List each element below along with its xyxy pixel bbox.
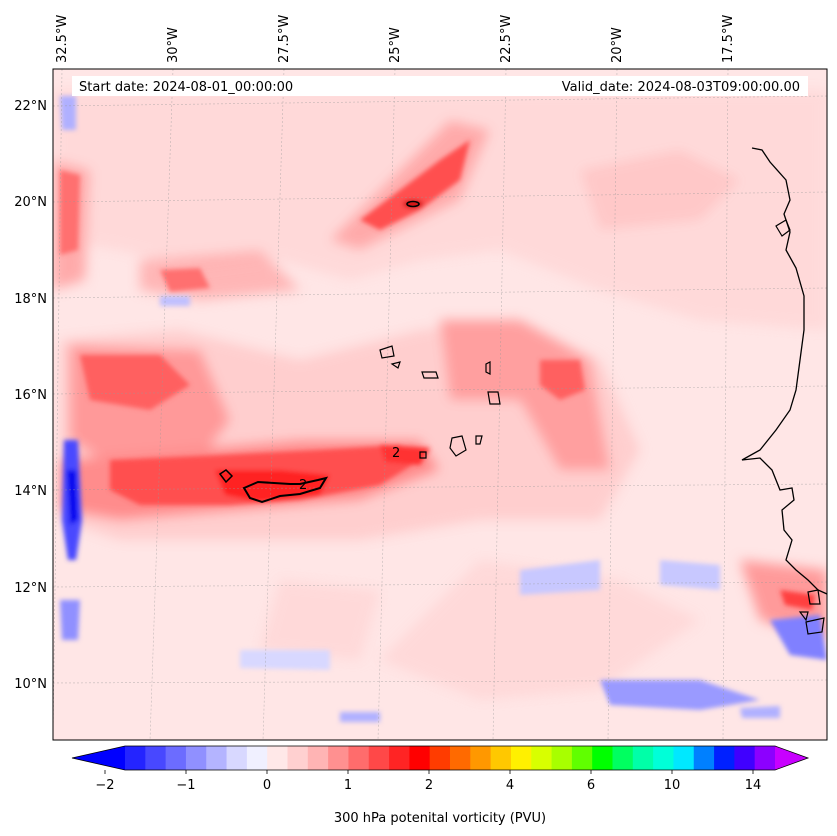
colorbar-cell xyxy=(612,746,634,770)
colorbar-tick-label: −2 xyxy=(95,778,114,793)
colorbar-tick-label: 6 xyxy=(587,778,595,793)
colorbar-cell xyxy=(653,746,674,770)
lat-label: 12°N xyxy=(14,581,47,596)
colorbar-cell xyxy=(267,746,288,770)
colorbar-cell xyxy=(531,746,552,770)
colorbar-cell xyxy=(206,746,227,770)
contour-label: 2 xyxy=(299,478,307,493)
colorbar-cell xyxy=(409,746,431,770)
colorbar-tick-label: 2 xyxy=(425,778,433,793)
map-frame xyxy=(52,68,828,741)
colorbar-cell xyxy=(693,746,715,770)
lon-label: 32.5°W xyxy=(55,15,70,63)
lat-label: 16°N xyxy=(14,388,47,403)
colorbar-tick-label: 0 xyxy=(263,778,271,793)
colorbar-cell xyxy=(125,746,146,770)
colorbar-cells xyxy=(125,746,776,770)
colorbar-cell xyxy=(226,746,248,770)
lon-label: 17.5°W xyxy=(721,15,736,63)
colorbar-cell xyxy=(348,746,370,770)
colorbar-cell xyxy=(592,746,613,770)
lon-label: 22.5°W xyxy=(499,15,514,63)
colorbar-tick-label: 10 xyxy=(664,778,681,793)
lat-label: 22°N xyxy=(14,99,47,114)
colorbar-ticks xyxy=(104,770,754,774)
colorbar-tick-label: −1 xyxy=(176,778,195,793)
lat-label: 20°N xyxy=(14,195,47,210)
colorbar-cell xyxy=(470,746,492,770)
colorbar-cell xyxy=(632,746,654,770)
colorbar-title: 300 hPa potenital vorticity (PVU) xyxy=(334,811,546,826)
colorbar-tick-label: 4 xyxy=(506,778,514,793)
lon-label: 20°W xyxy=(610,27,625,63)
colorbar-cell xyxy=(368,746,390,770)
pv-strong-cores xyxy=(60,140,815,610)
colorbar-cell xyxy=(754,746,776,770)
colorbar-cell xyxy=(389,746,410,770)
colorbar-cell xyxy=(714,746,735,770)
colorbar-cell xyxy=(145,746,167,770)
colorbar-cell xyxy=(307,746,329,770)
lat-label: 18°N xyxy=(14,292,47,307)
colorbar-cell xyxy=(185,746,207,770)
colorbar-cell xyxy=(328,746,349,770)
valid-date-label: Valid_date: 2024-08-03T09:00:00.00 xyxy=(562,80,800,95)
coastline-africa xyxy=(741,147,827,595)
cape-verde-islands xyxy=(379,219,825,635)
colorbar-cell xyxy=(551,746,573,770)
colorbar-cell xyxy=(510,746,532,770)
colorbar-cell xyxy=(165,746,187,770)
colorbar-cell xyxy=(429,746,451,770)
colorbar-extend-low xyxy=(72,746,125,770)
graticule xyxy=(53,69,827,740)
date-header-box xyxy=(72,76,808,96)
colorbar-cell xyxy=(734,746,756,770)
map-panel xyxy=(53,69,827,740)
colorbar: −2 −1 0 1 2 4 6 10 14 300 hPa potenital … xyxy=(71,745,810,826)
colorbar-cell xyxy=(246,746,268,770)
colorbar-cell xyxy=(571,746,593,770)
start-date-label: Start date: 2024-08-01_00:00:00 xyxy=(79,80,293,95)
colorbar-cell xyxy=(673,746,695,770)
colorbar-cell xyxy=(450,746,471,770)
lat-label: 10°N xyxy=(14,677,47,692)
lon-label: 27.5°W xyxy=(277,15,292,63)
pv-negative-areas xyxy=(60,96,827,722)
lon-label: 25°W xyxy=(388,27,403,63)
colorbar-tick-label: 1 xyxy=(344,778,352,793)
lat-label: 14°N xyxy=(14,484,47,499)
longitude-labels: 32.5°W 30°W 27.5°W 25°W 22.5°W 20°W 17.5… xyxy=(55,15,736,63)
contour-label: 2 xyxy=(392,446,400,461)
colorbar-extend-high xyxy=(775,746,808,770)
latitude-labels: 22°N 20°N 18°N 16°N 14°N 12°N 10°N xyxy=(14,99,47,692)
lon-label: 30°W xyxy=(166,27,181,63)
pv-2-contours xyxy=(218,200,420,504)
colorbar-tick-label: 14 xyxy=(745,778,762,793)
colorbar-cell xyxy=(490,746,512,770)
colorbar-cell xyxy=(287,746,309,770)
colorbar-outline xyxy=(71,745,810,771)
